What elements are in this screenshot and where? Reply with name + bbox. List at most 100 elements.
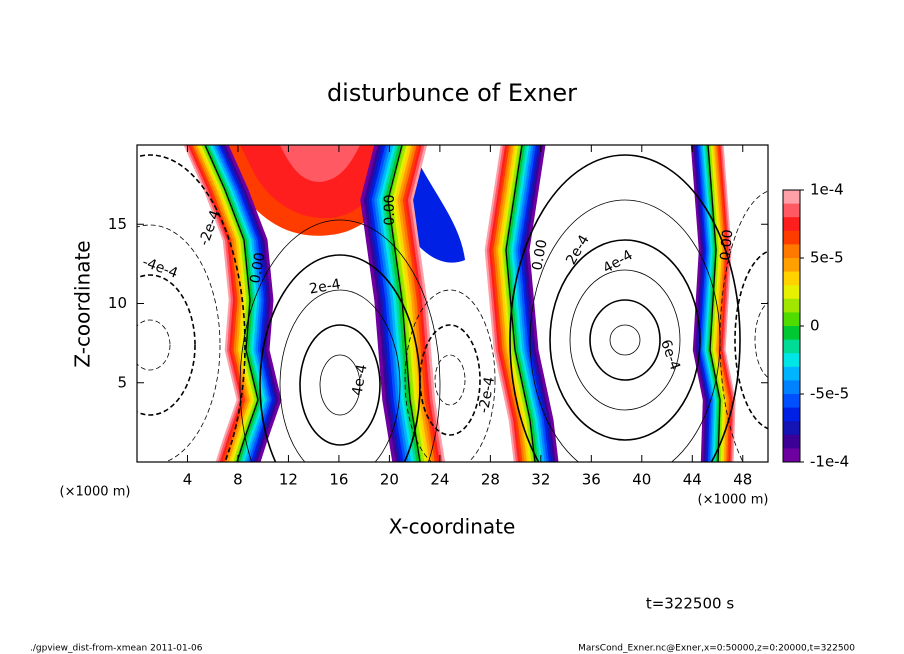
x-tick-label: 28 [481,471,500,489]
color-band [700,145,715,462]
x-axis-label: X-coordinate [389,515,516,539]
color-band [404,145,440,462]
contour-line [549,239,701,441]
color-band [197,145,253,462]
color-band [497,145,530,462]
colorbar-band [783,366,800,381]
zero-contour [387,145,421,462]
colorbar-band [783,339,800,354]
zero-contour [707,145,721,462]
colorbar-band [783,434,800,449]
color-band [192,145,249,462]
color-band [183,145,240,462]
x-tick-label: 8 [233,471,243,489]
color-band [205,145,262,462]
color-band [368,145,404,462]
colorbar-tick-label: 1e-4 [810,181,844,199]
colorbar-tick-label: -1e-4 [810,453,849,471]
color-band [360,145,396,462]
colorbar-band [783,258,800,273]
x-unit: (×1000 m) [698,493,769,508]
contour-line [609,324,641,356]
x-tick-label: 16 [329,471,348,489]
color-band [694,145,709,462]
colorbar-band [783,285,800,300]
x-tick-label: 20 [380,471,399,489]
contour-line [509,154,741,462]
colorbar-tick-label: 5e-5 [810,249,844,267]
colorbar-band [783,217,800,232]
color-band [698,145,714,462]
color-band [186,145,242,462]
x-unit: (×1000 m) [60,485,131,500]
color-band [486,145,519,462]
contour-line [319,354,361,416]
color-band [362,145,399,462]
color-band [225,145,282,462]
color-band [714,145,730,462]
colorbar-band [783,353,800,368]
colorbar-tick-label: -5e-5 [810,385,849,403]
x-tick-label: 36 [582,471,601,489]
color-band [399,145,435,462]
footer-right: MarsCond_Exner.nc@Exner,x=0:50000,z=0:20… [578,644,855,654]
color-band [511,145,544,462]
x-tick-label: 24 [430,471,449,489]
contour-line [734,250,768,430]
colorbar-band [783,190,800,205]
field [137,145,768,462]
color-band [221,145,278,462]
colorbar-band [783,298,800,313]
y-tick-label: 15 [108,215,127,233]
color-band [188,145,245,462]
field-region [280,145,360,182]
zero-contour [204,145,259,462]
color-band [718,145,733,462]
contour-line [137,224,221,462]
color-band [517,145,550,462]
x-tick-label: 32 [531,471,550,489]
contour-line [754,302,768,378]
color-band [705,145,720,462]
color-band [493,145,526,462]
color-band [373,145,409,462]
color-band [495,145,528,462]
colorbar-band [783,407,800,422]
color-band [489,145,522,462]
contour-line [137,319,171,371]
color-band [513,145,546,462]
color-band [401,145,438,462]
x-tick-label: 48 [733,471,752,489]
contour-label: -4e-4 [140,254,180,282]
color-band [524,145,557,462]
color-band [719,145,735,462]
color-band [710,145,725,462]
contour-label: 0.00 [382,194,398,225]
color-band [702,145,717,462]
x-tick-label: 4 [183,471,193,489]
color-band [210,145,267,462]
contour-line [137,274,196,416]
y-tick-label: 10 [108,294,127,312]
color-band [491,145,524,462]
color-band [526,145,559,462]
colorbar-band [783,203,800,218]
contour-line [239,219,441,462]
color-band [208,145,264,462]
color-band [194,145,251,462]
color-band [396,145,433,462]
colorbar-band [783,380,800,395]
color-band [695,145,711,462]
contour-line [569,269,681,411]
x-tick-label: 44 [683,471,702,489]
color-band [711,145,727,462]
color-band [394,145,430,462]
colorbar-band [783,326,800,341]
time-label: t=322500 s [646,595,734,613]
chart-title: disturbunce of Exner [327,79,577,107]
contour-label: 0.00 [247,251,268,284]
footer-left: ./gpview_dist-from-xmean 2011-01-06 [30,644,203,654]
contour-line [529,199,721,462]
color-band [391,145,427,462]
